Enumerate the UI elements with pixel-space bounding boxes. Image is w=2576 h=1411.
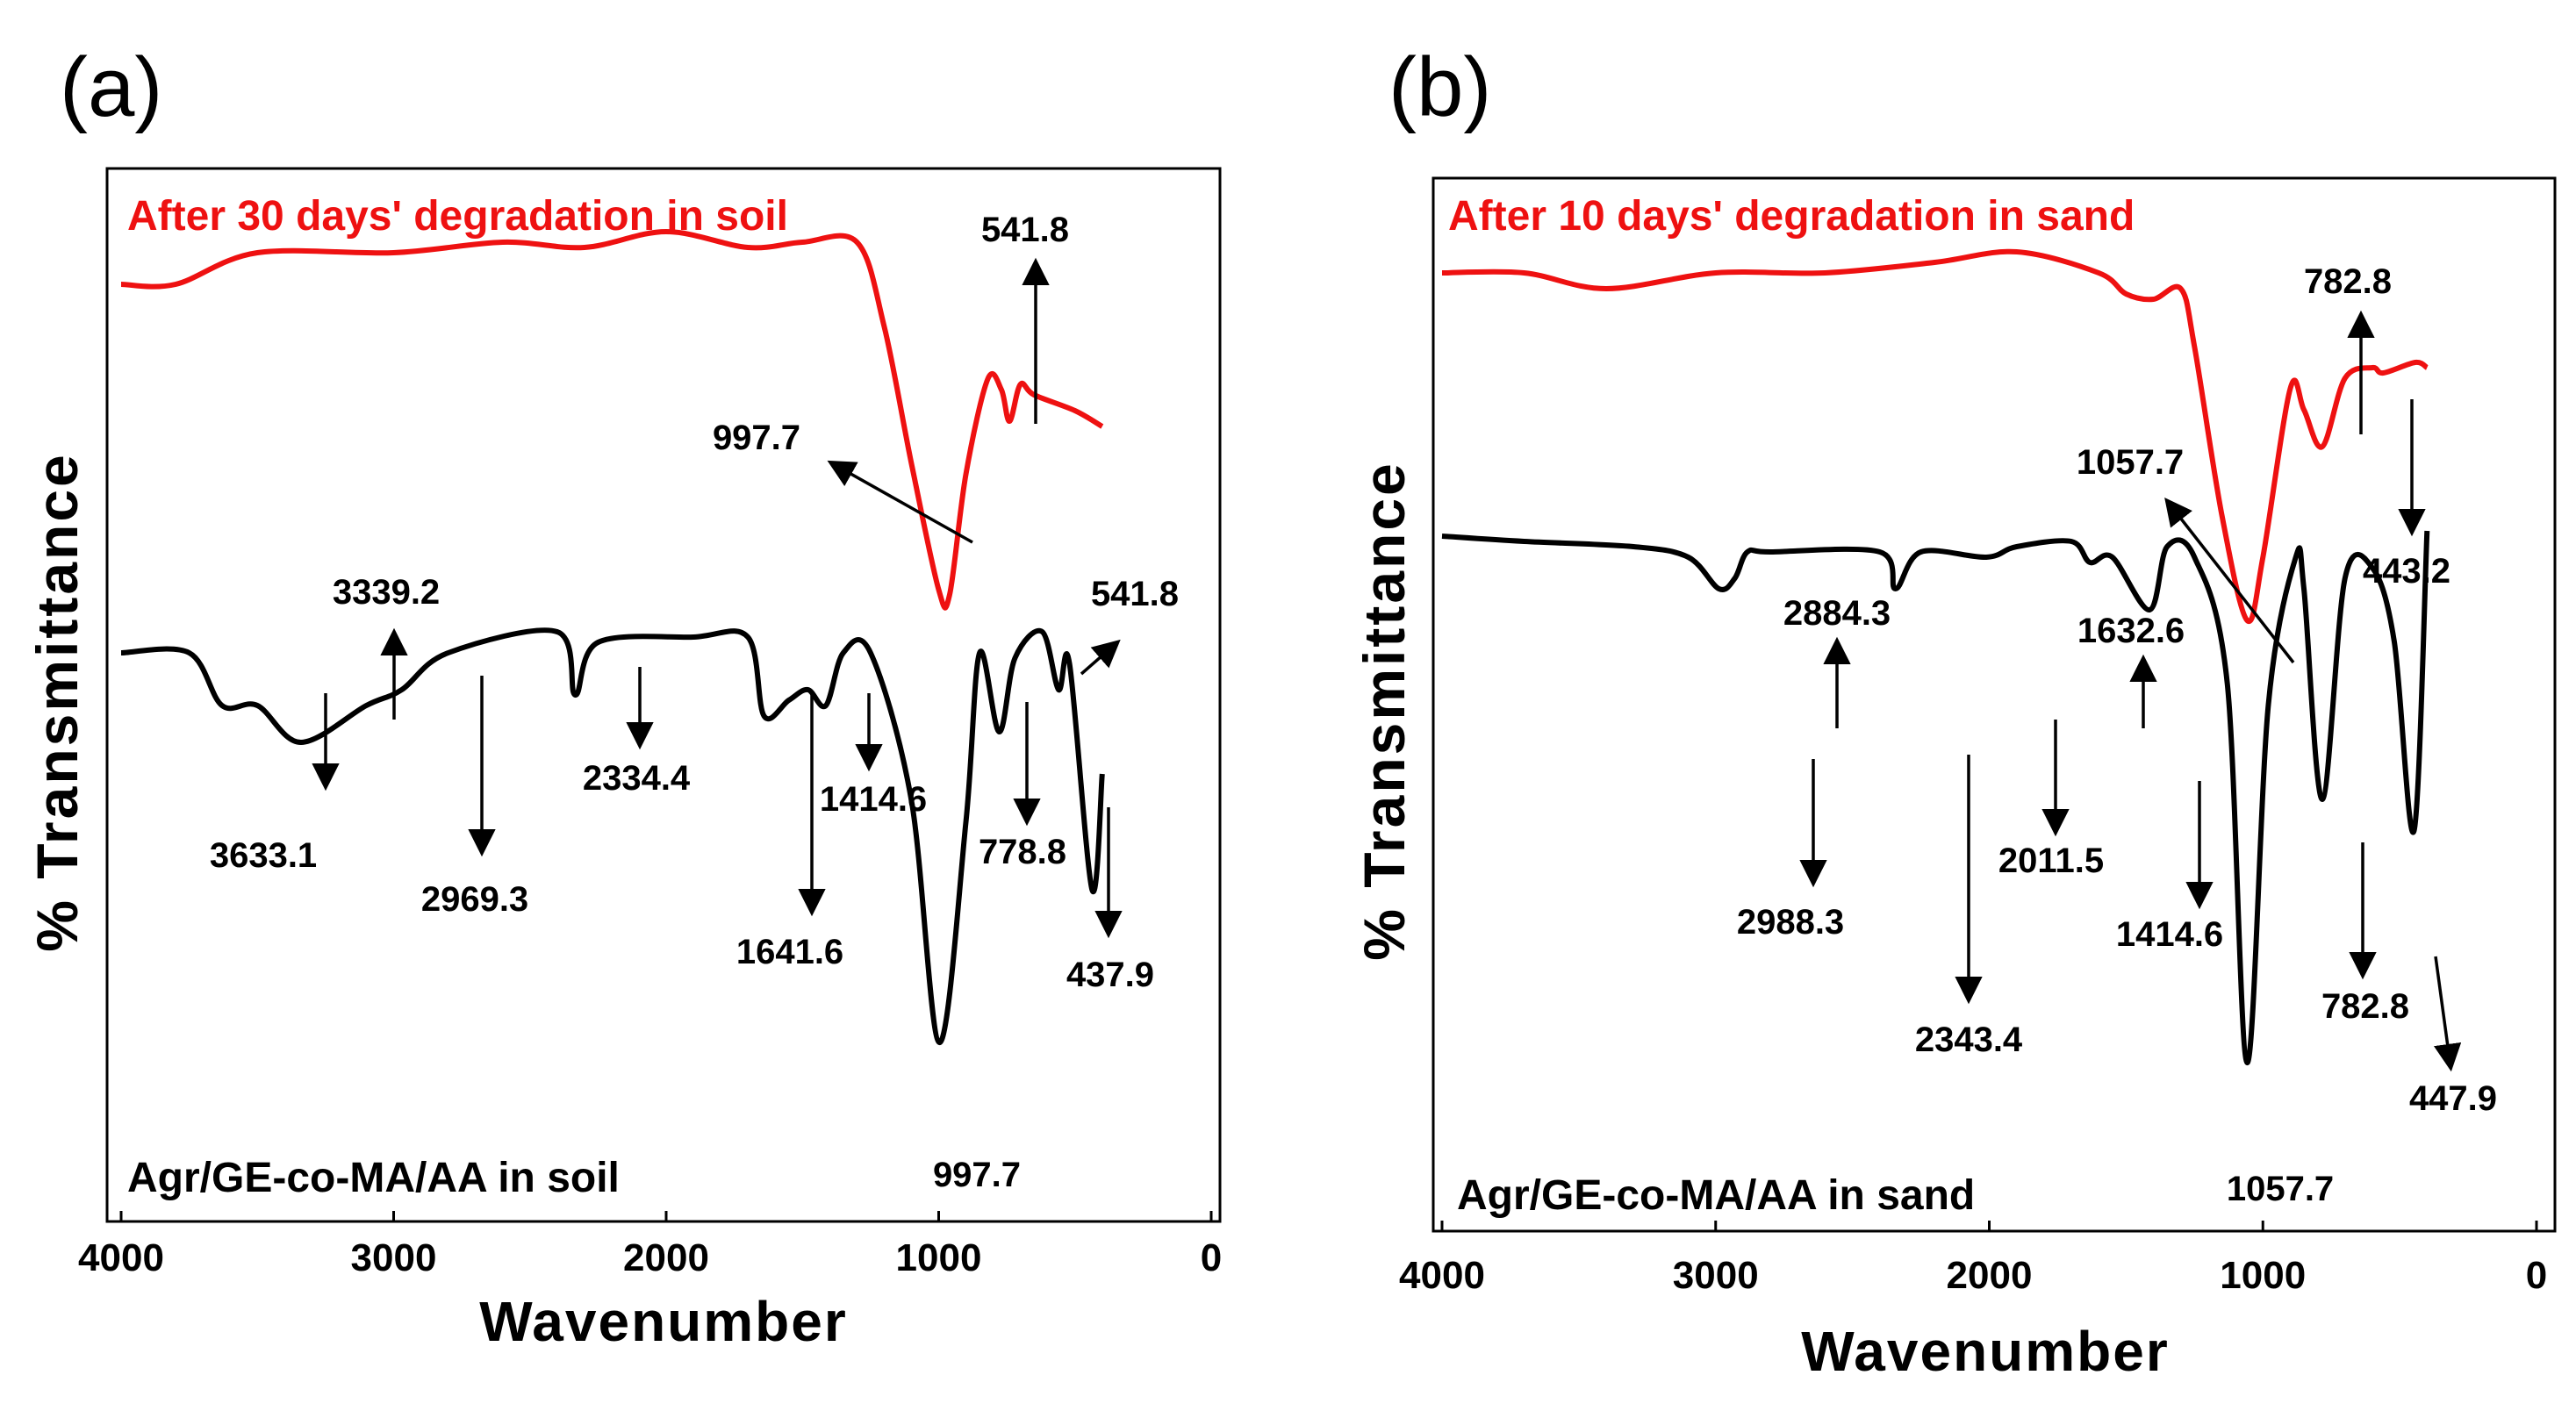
panel-b-x-tick-label-1000: 1000 (2220, 1254, 2306, 1297)
panel-b-x-axis-label: Wavenumber (1801, 1320, 2170, 1383)
panel-b-peak-label-2884: 2884.3 (1783, 594, 1891, 633)
panel-b-y-axis-label: % Transmittance (1352, 461, 1417, 961)
panel-a-peak-label-3633: 3633.1 (210, 836, 317, 875)
panel-a-peak-label-1641: 1641.6 (736, 933, 843, 971)
panel-a-label: (a) (60, 40, 162, 134)
panel-b-x-tick-label-4000: 4000 (1399, 1254, 1485, 1297)
panel-b-peak-label-782-red: 782.8 (2304, 262, 2392, 301)
panel-a-peak-label-997-black: 997.7 (933, 1156, 1021, 1194)
panel-b-red-trace-label: After 10 days' degradation in sand (1448, 193, 2135, 240)
panel-a-x-axis-label: Wavenumber (479, 1290, 848, 1353)
panel-b-peak-label-2011: 2011.5 (1998, 842, 2104, 880)
panel-a-arrow-997-red (827, 460, 973, 544)
panel-a-peak-label-997-red: 997.7 (713, 419, 800, 457)
panel-b-black-trace-label: Agr/GE-co-MA/AA in sand (1457, 1172, 1975, 1219)
panel-a-y-axis-label: % Transmittance (25, 452, 90, 952)
panel-b-x-ticks: 4000 3000 2000 1000 0 (1399, 1221, 2547, 1297)
panel-a-peak-label-541-red: 541.8 (981, 211, 1069, 249)
panel-b-peak-label-2343: 2343.4 (1915, 1021, 2023, 1059)
panel-b-arrow-447 (2433, 956, 2462, 1072)
panel-a-black-spectrum-line (120, 627, 1105, 1046)
panel-b-peak-label-1414: 1414.6 (2116, 915, 2223, 954)
panel-a-peak-label-2334: 2334.4 (583, 759, 691, 798)
panel-a-red-spectrum-line (120, 229, 1104, 611)
panel-a-black-trace-label: Agr/GE-co-MA/AA in soil (127, 1155, 620, 1201)
panel-b-peak-label-2988: 2988.3 (1737, 903, 1844, 942)
panel-b-peak-label-782-black: 782.8 (2321, 987, 2409, 1026)
panel-b-arrow-1057-red (2164, 498, 2295, 664)
panel-a: (a) % Transmittance Wavenumber 4000 3000 2… (25, 40, 1222, 1353)
panel-a-peak-label-1414: 1414.6 (820, 780, 927, 819)
panel-b-x-tick-label-3000: 3000 (1673, 1254, 1759, 1297)
panel-b-plot-frame (1432, 176, 2557, 1233)
panel-a-x-tick-label-0: 0 (1201, 1236, 1222, 1279)
panel-a-peak-label-541-black: 541.8 (1091, 575, 1179, 613)
panel-b-red-spectrum-line (1441, 248, 2429, 625)
panel-a-x-tick-label-2000: 2000 (623, 1236, 709, 1279)
panel-b-peak-label-1057-black: 1057.7 (2227, 1170, 2334, 1208)
panel-a-peak-label-437: 437.9 (1066, 956, 1154, 994)
panel-a-x-tick-label-3000: 3000 (351, 1236, 437, 1279)
panel-b-black-spectrum-line (1441, 530, 2430, 1066)
panel-b: (b) % Transmittance Wavenumber 4000 3000 2… (1352, 40, 2557, 1383)
panel-b-label: (b) (1388, 40, 1491, 134)
panel-a-peak-label-2969: 2969.3 (421, 880, 528, 919)
panel-a-x-ticks: 4000 3000 2000 1000 0 (78, 1211, 1222, 1279)
panel-a-x-tick-label-1000: 1000 (896, 1236, 982, 1279)
panel-a-peak-label-3339: 3339.2 (333, 573, 440, 612)
panel-a-peak-label-778: 778.8 (979, 833, 1066, 871)
panel-a-arrow-541-black (1080, 639, 1121, 676)
panel-b-peak-label-1632: 1632.6 (2077, 612, 2185, 650)
panel-a-plot-frame (105, 167, 1222, 1223)
panel-b-peak-label-447: 447.9 (2409, 1079, 2497, 1118)
panel-b-x-tick-label-0: 0 (2526, 1254, 2547, 1297)
panel-b-x-tick-label-2000: 2000 (1947, 1254, 2033, 1297)
panel-a-x-tick-label-4000: 4000 (78, 1236, 164, 1279)
panel-b-peak-label-443: 443.2 (2363, 552, 2450, 591)
panel-b-peak-label-1057-red: 1057.7 (2077, 443, 2184, 482)
